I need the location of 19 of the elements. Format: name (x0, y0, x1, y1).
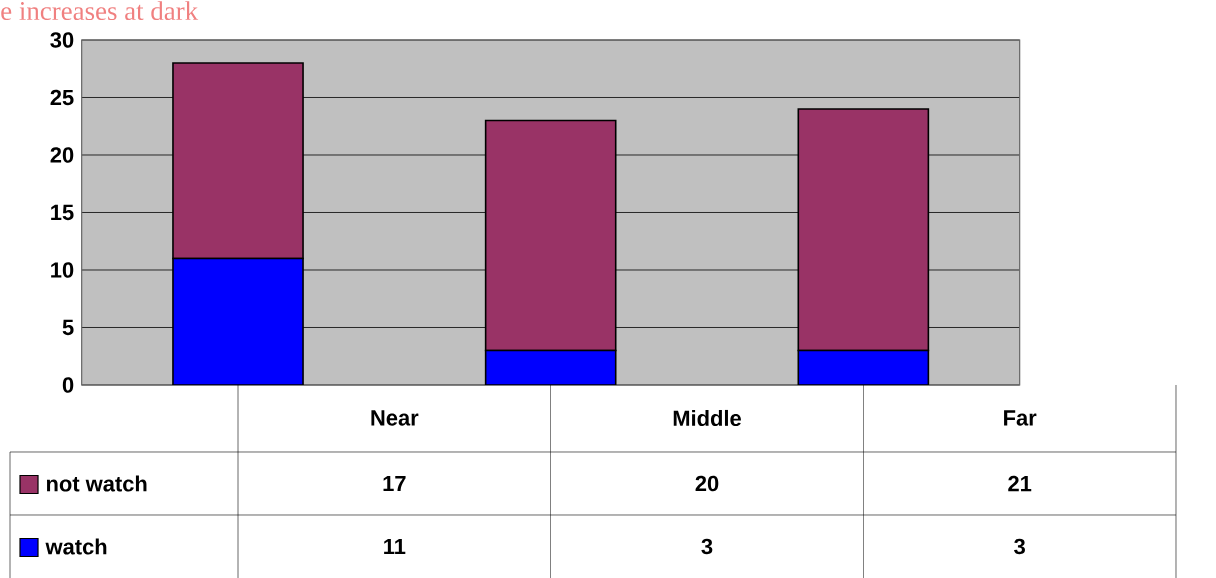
y-tick-label: 10 (51, 262, 74, 278)
x-tick-label: Middle (673, 409, 741, 426)
x-tick-label: Far (1004, 410, 1037, 426)
data-label: 3 (701, 538, 713, 555)
y-tick-label: 15 (51, 204, 74, 220)
data-label: 21 (1008, 475, 1032, 491)
data-label: 20 (695, 475, 719, 492)
data-label: 3 (1014, 538, 1025, 555)
y-tick-label: 25 (50, 89, 74, 106)
y-tick-label: 5 (62, 319, 74, 335)
y-tick-label: 30 (50, 32, 74, 48)
y-tick-label: 20 (50, 147, 74, 163)
chart-title: e increases at dark (1, 1, 199, 20)
legend-label: not watch (46, 475, 147, 492)
y-tick-label: 0 (62, 377, 74, 393)
x-tick-label: Near (371, 410, 419, 426)
data-label: 11 (384, 538, 406, 554)
legend-label: watch (45, 538, 107, 555)
data-label: 17 (383, 475, 406, 491)
